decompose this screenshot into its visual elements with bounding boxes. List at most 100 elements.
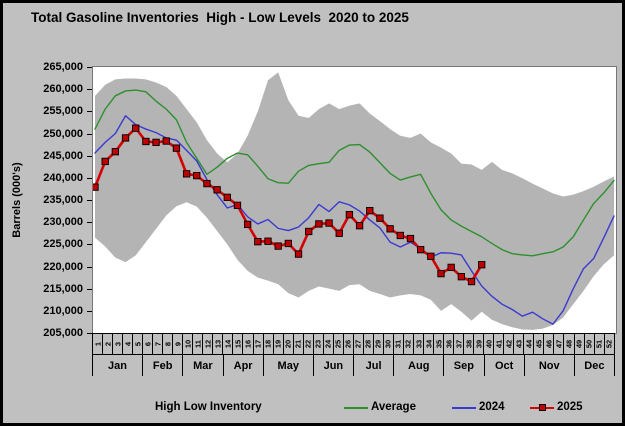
y-tick-label: 225,000 [43,238,83,251]
week-tick-label: 15 [233,339,243,349]
week-tick-cell: 23 [312,334,323,354]
x-axis-month-labels: Jan Feb Mar Apr May Jun Jul Aug Sep Oct Nov Dec [92,355,615,376]
week-tick-cell: 46 [543,334,553,354]
week-tick-cell: 26 [342,334,353,354]
series-2025-marker [355,222,364,230]
y-tick-label: 240,000 [43,171,83,184]
week-tick-label: 25 [333,339,343,349]
week-tick-label: 23 [313,339,323,349]
series-2025-marker [294,250,303,258]
series-2025-marker [325,219,333,227]
month-label-jun: Jun [312,355,353,376]
series-2025-marker [467,277,476,286]
week-tick-label: 9 [173,341,183,347]
week-tick-label: 28 [363,339,373,349]
y-tick-label: 205,000 [43,327,83,339]
week-tick-label: 21 [293,339,303,349]
week-tick-cell: 25 [332,334,343,354]
week-tick-cell: 1 [92,334,102,354]
series-2025-marker [162,137,170,145]
week-tick-cell: 50 [583,334,594,354]
series-2025-marker [274,242,282,250]
week-tick-cell: 6 [142,334,152,354]
series-2025-marker [132,124,140,132]
series-2025-marker [121,134,130,142]
series-2025-marker [142,137,150,146]
week-tick-cell: 17 [252,334,263,354]
series-2025-marker [213,186,221,194]
week-tick-label: 42 [504,339,514,349]
week-tick-cell: 40 [483,334,493,354]
y-tick-mark [87,67,93,68]
month-label-dec: Dec [573,355,614,376]
week-tick-label: 5 [133,341,143,347]
y-tick-mark [87,155,93,157]
week-tick-label: 31 [393,339,403,349]
chart-title: Total Gasoline Inventories High - Low Le… [31,10,409,25]
week-tick-cell: 7 [152,334,162,354]
week-tick-cell: 29 [372,334,383,354]
week-tick-label: 16 [243,339,253,349]
week-tick-label: 35 [434,339,444,349]
week-tick-cell: 24 [322,334,333,354]
week-tick-label: 11 [193,340,203,348]
week-tick-cell: 48 [563,334,573,354]
week-tick-cell: 10 [182,334,192,354]
week-tick-label: 14 [223,339,233,349]
week-tick-cell: 30 [382,334,393,354]
month-label-may: May [262,355,313,376]
y-tick-label: 235,000 [43,194,83,206]
series-2025-marker [172,144,181,152]
y-tick-mark [87,333,93,334]
series-2025-marker [437,269,445,278]
week-tick-label: 50 [584,339,594,349]
week-tick-label: 4 [123,341,133,347]
y-tick-label: 215,000 [43,282,83,295]
legend-band-item: High Low Inventory [155,399,262,415]
week-tick-cell: 2 [102,334,112,354]
week-tick-label: 39 [474,339,484,349]
legend-band-label: High Low Inventory [155,401,262,413]
series-2025-marker [264,237,272,245]
week-tick-cell: 31 [392,334,403,354]
month-label-aug: Aug [393,355,443,376]
week-tick-cell: 15 [232,334,242,354]
series-2025-marker [376,214,384,222]
y-tick-label: 265,000 [43,61,83,73]
y-tick-mark [87,288,93,290]
week-tick-cell: 34 [423,334,433,354]
week-tick-label: 43 [514,339,524,349]
series-2025-marker [406,234,415,243]
week-tick-label: 49 [574,339,584,349]
series-2025-marker [111,148,120,156]
week-tick-label: 6 [143,341,153,347]
y-tick-mark [87,222,93,224]
week-tick-cell: 38 [463,334,473,354]
week-tick-cell: 16 [242,334,252,354]
week-tick-label: 18 [263,339,273,349]
week-tick-cell: 44 [523,334,533,354]
series-2025-marker [447,263,455,272]
week-tick-label: 10 [183,339,193,349]
y-tick-mark [87,89,93,91]
week-tick-cell: 27 [352,334,363,354]
chart-canvas [93,72,615,330]
month-label-sep: Sep [443,355,483,376]
week-tick-cell: 35 [433,334,443,354]
week-tick-label: 46 [544,339,554,349]
week-tick-cell: 41 [493,334,503,354]
y-tick-label: 250,000 [43,127,83,140]
week-tick-label: 29 [373,339,383,349]
week-tick-label: 27 [353,339,363,349]
week-tick-cell: 49 [573,334,584,354]
week-tick-label: 13 [213,339,223,349]
series-2025-marker [193,171,201,180]
series-2025-marker [182,170,191,178]
y-tick-label: 220,000 [43,260,83,273]
average-line-swatch [344,403,368,412]
y-tick-mark [87,310,93,312]
month-label-mar: Mar [182,355,222,376]
line-2024-swatch [452,403,476,412]
series-2025-marker [284,239,293,248]
